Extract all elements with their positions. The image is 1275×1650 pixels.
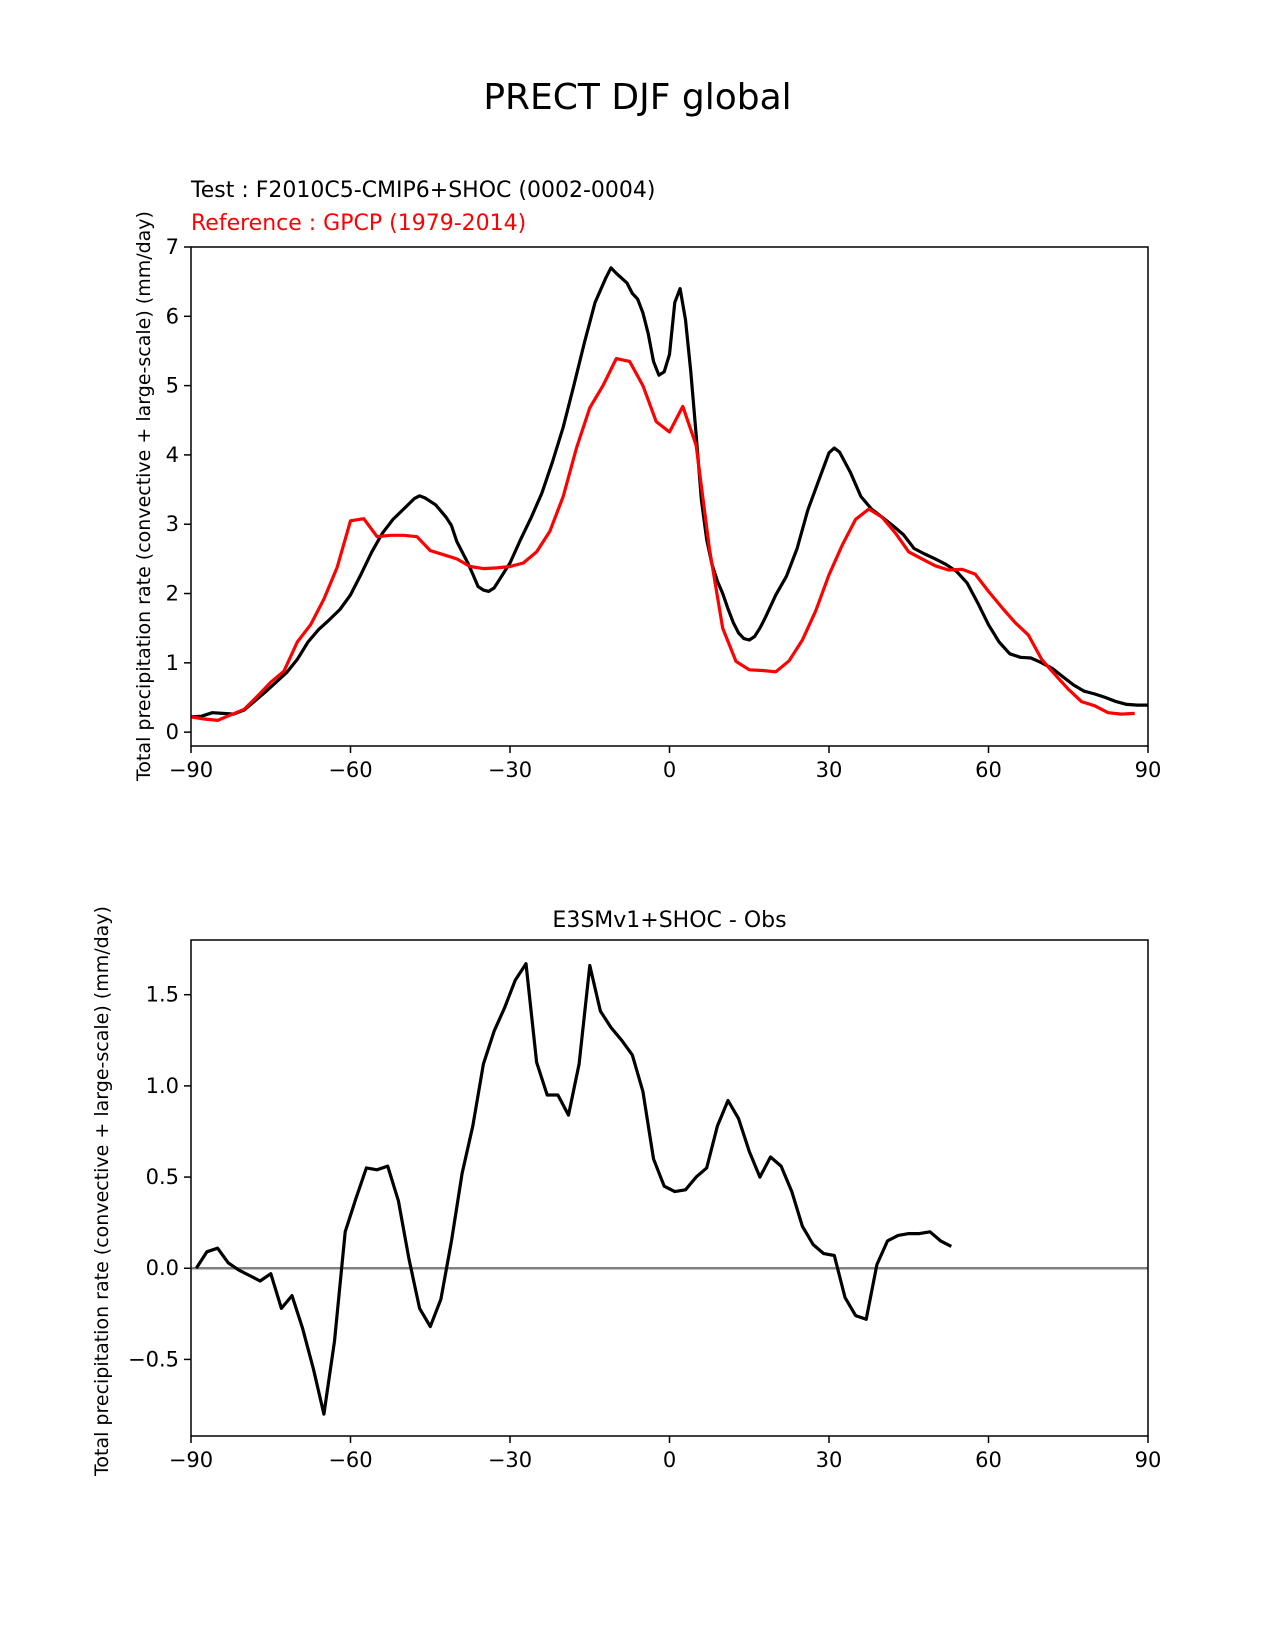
bottom-series <box>194 962 953 1416</box>
bottom-y-tick-label: 1.5 <box>146 983 179 1007</box>
top-series-line-1 <box>190 357 1135 722</box>
top-y-tick-label: 2 <box>166 582 179 606</box>
top-x-tick-label: 90 <box>1135 758 1162 782</box>
bottom-x-tick-label: 60 <box>975 1448 1002 1472</box>
top-series-line-0 <box>190 266 1148 719</box>
top-y-tick-label: 1 <box>166 651 179 675</box>
top-x-tick-label: 0 <box>663 758 676 782</box>
top-y-tick-label: 0 <box>166 720 179 744</box>
top-x-tick-label: −90 <box>169 758 213 782</box>
bottom-x-tick-label: 90 <box>1135 1448 1162 1472</box>
top-x-tick-label: 60 <box>975 758 1002 782</box>
figure-title: PRECT DJF global <box>483 77 791 118</box>
top-y-tick-label: 3 <box>166 512 179 536</box>
top-y-tick-label: 4 <box>166 443 179 467</box>
bottom-series-line-0 <box>194 962 953 1416</box>
reference-label: Reference : GPCP (1979-2014) <box>191 211 526 236</box>
top-y-tick-label: 7 <box>166 235 179 259</box>
top-x-tick-label: −30 <box>488 758 532 782</box>
top-x-tick-label: 30 <box>816 758 843 782</box>
test-label: Test : F2010C5-CMIP6+SHOC (0002-0004) <box>190 178 655 203</box>
bottom-y-tick-label: 0.0 <box>146 1256 179 1280</box>
bottom-x-tick-label: 30 <box>816 1448 843 1472</box>
bottom-y-axis-label: Total precipitation rate (convective + l… <box>91 906 113 1477</box>
top-y-tick-label: 6 <box>166 304 179 328</box>
top-panel: Test : F2010C5-CMIP6+SHOC (0002-0004) Re… <box>133 178 1161 782</box>
top-series <box>190 266 1148 722</box>
bottom-y-tick-label: −0.5 <box>128 1347 179 1371</box>
bottom-chart-title: E3SMv1+SHOC - Obs <box>552 908 786 933</box>
top-ticks: −90 −60 −30 0 30 60 90 0 1 2 3 4 5 6 7 <box>166 235 1162 782</box>
bottom-plot-frame <box>190 939 1149 1437</box>
bottom-x-tick-label: 0 <box>663 1448 676 1472</box>
bottom-x-tick-label: −30 <box>488 1448 532 1472</box>
bottom-panel: E3SMv1+SHOC - Obs Total precipitation ra… <box>91 906 1161 1477</box>
bottom-y-tick-label: 0.5 <box>146 1165 179 1189</box>
bottom-x-tick-label: −90 <box>169 1448 213 1472</box>
top-plot-frame <box>190 246 1149 747</box>
top-x-tick-label: −60 <box>328 758 372 782</box>
top-y-tick-label: 5 <box>166 374 179 398</box>
top-y-axis-label: Total precipitation rate (convective + l… <box>133 211 155 782</box>
bottom-ticks: −90 −60 −30 0 30 60 90 −0.5 0.0 0.5 1.0 1.5 <box>128 983 1161 1472</box>
bottom-y-tick-label: 1.0 <box>146 1074 179 1098</box>
bottom-x-tick-label: −60 <box>328 1448 372 1472</box>
